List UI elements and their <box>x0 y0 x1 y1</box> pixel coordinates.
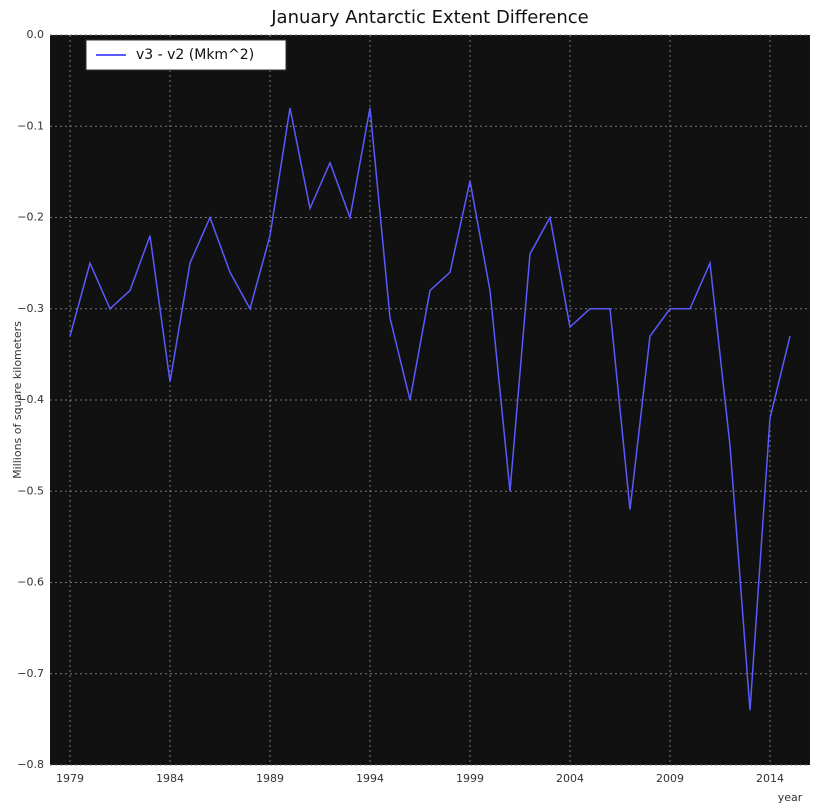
x-tick-label: 1979 <box>56 772 84 785</box>
y-tick-label: −0.8 <box>17 758 44 771</box>
y-axis-label: Millions of square kilometers <box>11 321 24 479</box>
y-tick-label: −0.1 <box>17 119 44 132</box>
x-tick-label: 1999 <box>456 772 484 785</box>
y-tick-label: −0.2 <box>17 211 44 224</box>
x-tick-label: 1984 <box>156 772 184 785</box>
y-tick-label: −0.4 <box>17 393 44 406</box>
y-tick-label: −0.3 <box>17 302 44 315</box>
y-tick-label: −0.7 <box>17 667 44 680</box>
x-tick-label: 2004 <box>556 772 584 785</box>
chart-title: January Antarctic Extent Difference <box>270 7 589 28</box>
y-tick-label: −0.5 <box>17 484 44 497</box>
y-tick-label: 0.0 <box>27 28 45 41</box>
x-tick-label: 1994 <box>356 772 384 785</box>
data-line <box>69 107 791 711</box>
x-axis-label: year <box>778 791 803 804</box>
x-tick-label: 1989 <box>256 772 284 785</box>
x-tick-label: 2014 <box>756 772 784 785</box>
x-tick-label: 2009 <box>656 772 684 785</box>
y-tick-label: −0.6 <box>17 576 44 589</box>
legend-label: v3 - v2 (Mkm^2) <box>136 47 254 63</box>
